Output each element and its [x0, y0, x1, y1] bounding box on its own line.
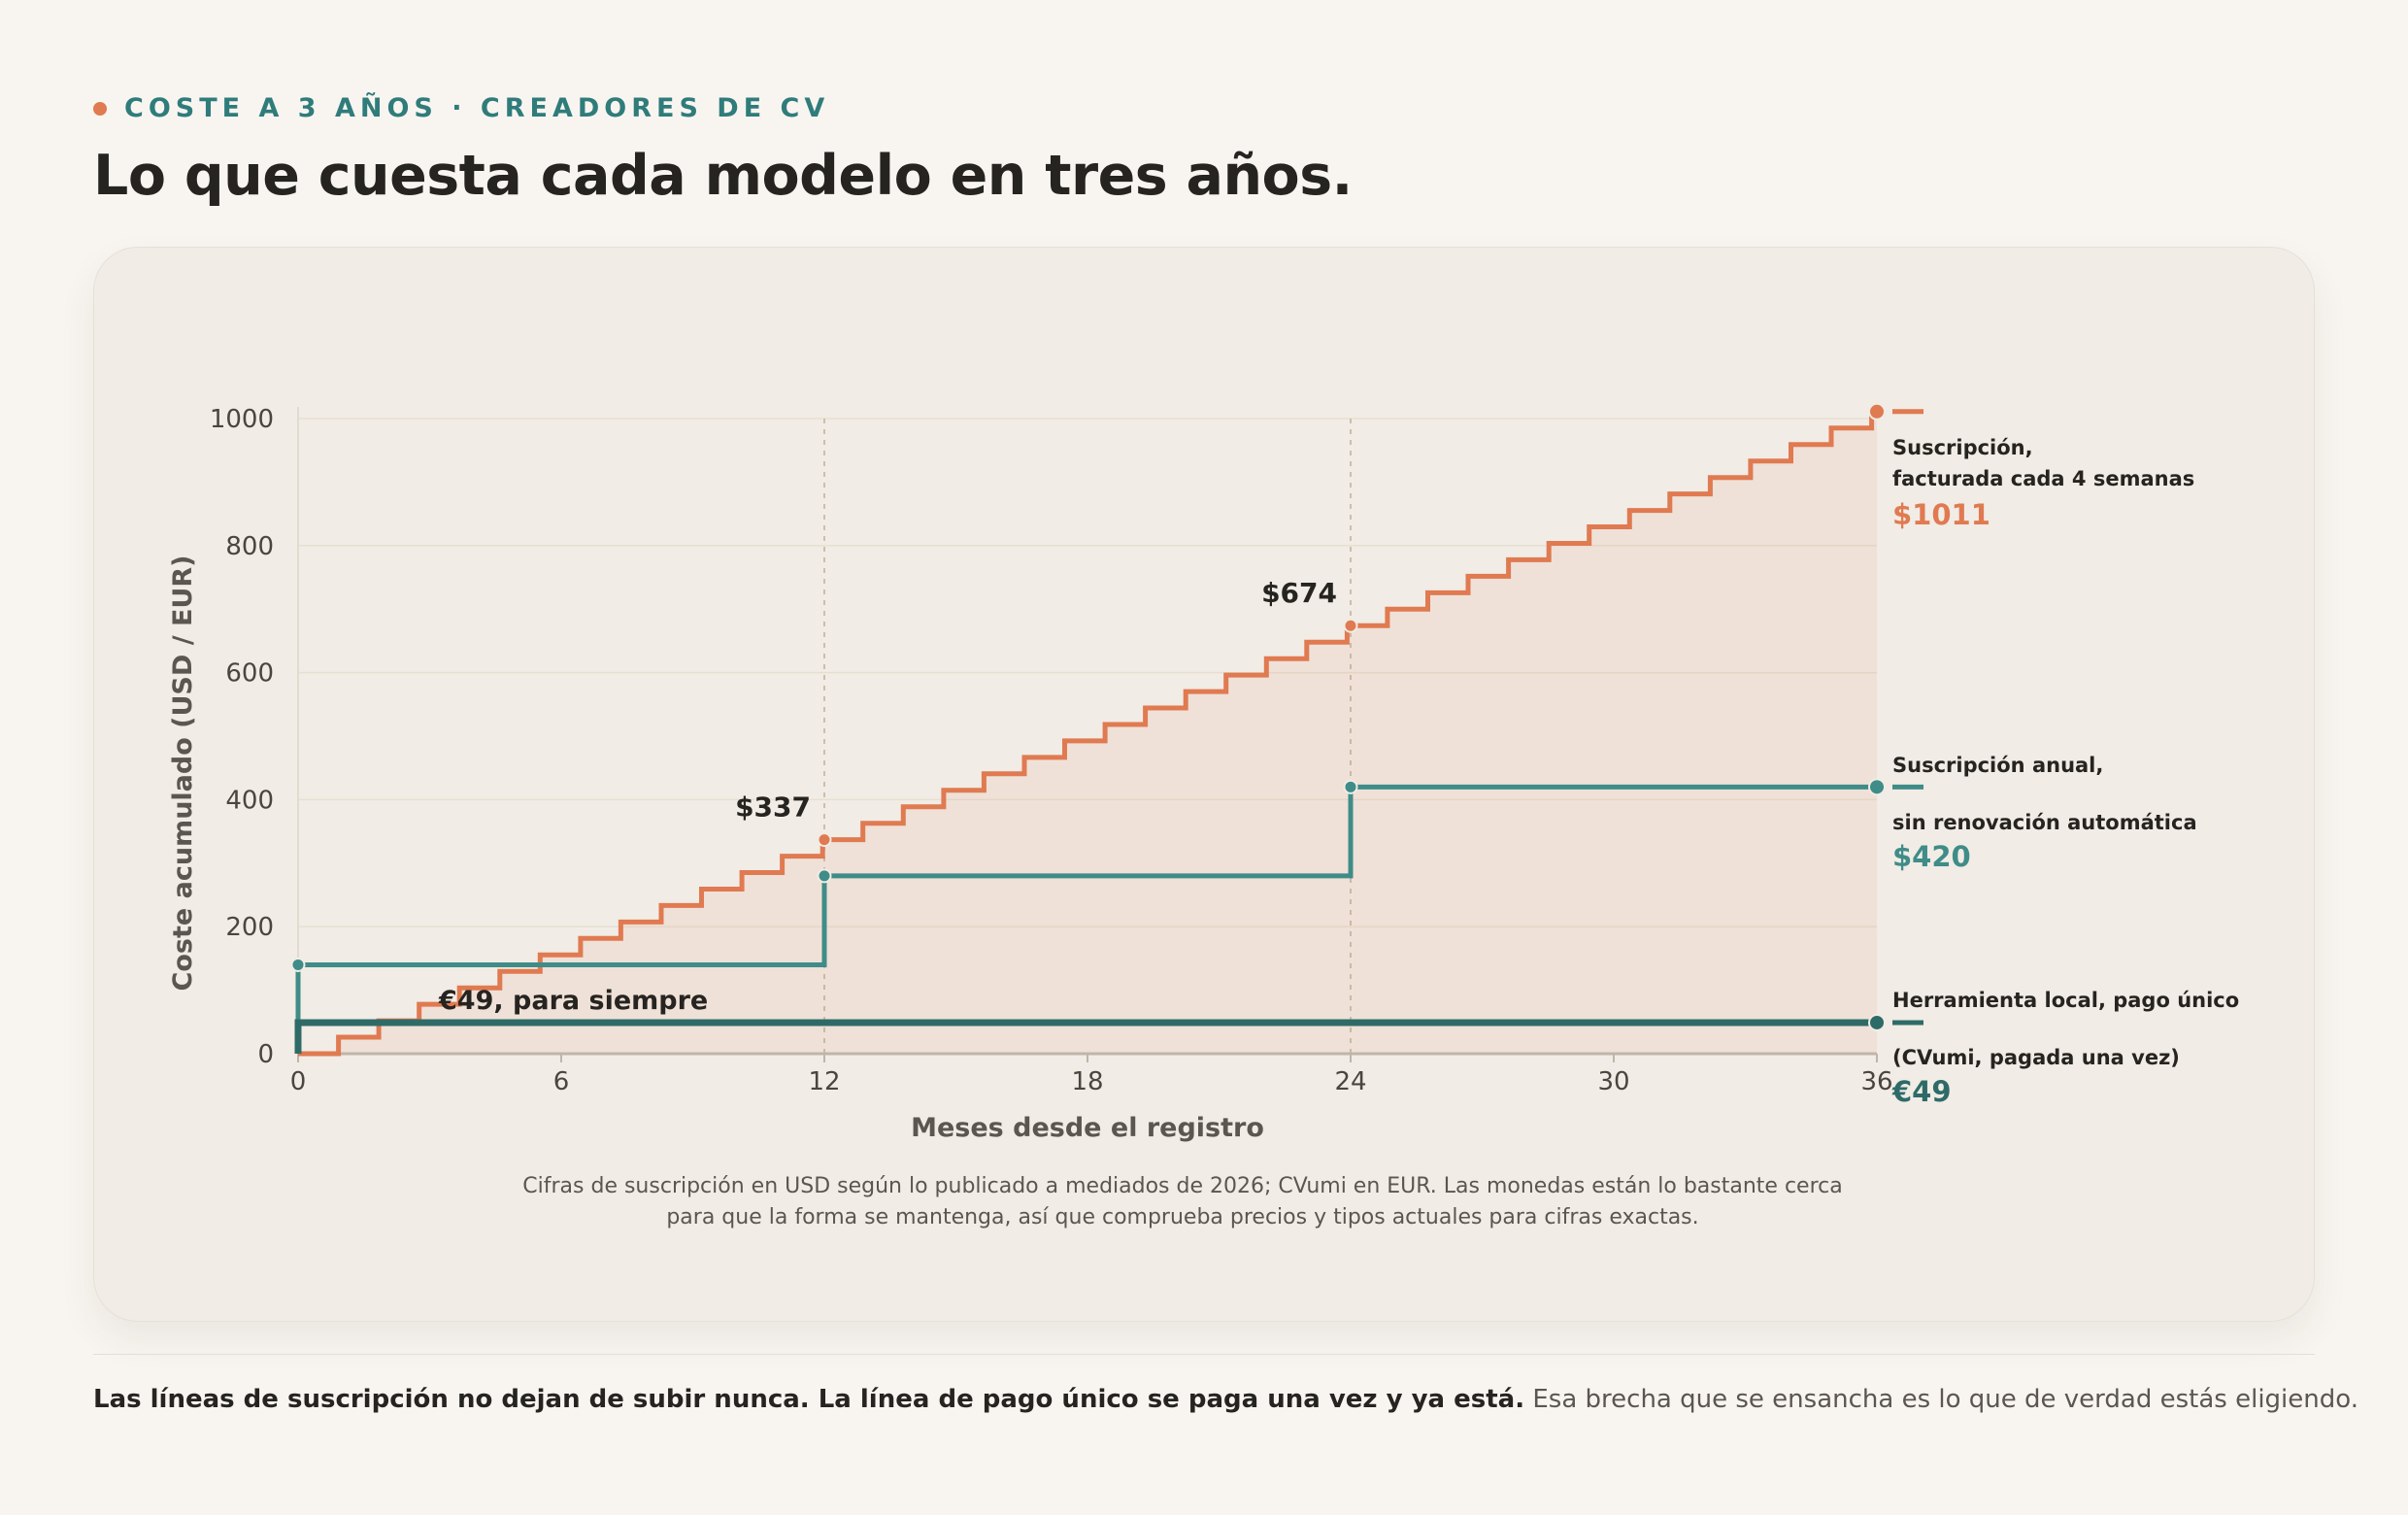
takeaway-rest: Esa brecha que se ensancha es lo que de … [1524, 1385, 2358, 1414]
subscription-end-point [1868, 402, 1886, 421]
x-tick-label: 6 [553, 1067, 570, 1096]
onetime-line [294, 1019, 1877, 1054]
x-tick-label: 24 [1334, 1067, 1366, 1096]
takeaway-bold: Las líneas de suscripción no dejan de su… [93, 1385, 1525, 1414]
takeaway: Las líneas de suscripción no dejan de su… [93, 1385, 2358, 1414]
footnote-line-2: para que la forma se mantenga, así que c… [666, 1205, 1699, 1229]
x-axis-title: Meses desde el registro [911, 1113, 1264, 1143]
footnote-line-1: Cifras de suscripción en USD según lo pu… [522, 1174, 1843, 1198]
annual-point [1343, 779, 1358, 794]
annual-end-value: $420 [1892, 840, 1971, 873]
onetime-inline-label: €49, para siempre [438, 986, 708, 1016]
y-axis-title: Coste acumulado (USD / EUR) [168, 556, 198, 992]
onetime-label-line-1: Herramienta local, pago único [1892, 989, 2239, 1012]
x-tick-label: 12 [808, 1067, 840, 1096]
annual-point [290, 957, 306, 972]
onetime-end-value: €49 [1891, 1075, 1952, 1108]
x-tick-label: 0 [290, 1067, 307, 1096]
y-tick-label: 600 [225, 659, 274, 689]
subscription-area [298, 411, 1877, 1054]
subscription-annotation-label: $337 [735, 791, 811, 824]
chart-card: 0 200 400 600 800 1000 0 6 12 18 24 30 36 Meses desde… [93, 247, 2315, 1322]
subscription-end-value: $1011 [1892, 498, 1990, 531]
onetime-label-line-2: (CVumi, pagada una vez) [1892, 1046, 2180, 1069]
subscription-label-line-2: facturada cada 4 semanas [1892, 467, 2194, 490]
subscription-line [298, 409, 1880, 1057]
chart-footnote: Cifras de suscripción en USD según lo pu… [94, 1171, 2271, 1233]
page-title: Lo que cuesta cada modelo en tres años. [93, 144, 1353, 208]
x-tick-label: 36 [1860, 1067, 1892, 1096]
onetime-end-point [1868, 1013, 1886, 1031]
subscription-annotation-point [1343, 618, 1358, 633]
cost-chart: 0 200 400 600 800 1000 0 6 12 18 24 30 36 Meses desde… [168, 402, 2239, 1143]
y-tick-label: 800 [225, 532, 274, 561]
annual-point [817, 868, 832, 884]
y-tick-label: 400 [225, 786, 274, 815]
subscription-annotation-point [817, 832, 832, 848]
x-tick-label: 18 [1071, 1067, 1103, 1096]
annual-label-line-2: sin renovación automática [1892, 811, 2197, 834]
y-tick-label: 0 [257, 1040, 274, 1069]
annual-label-line-1: Suscripción anual, [1892, 754, 2103, 777]
eyebrow: COSTE A 3 AÑOS · CREADORES DE CV [93, 93, 829, 123]
eyebrow-dot-icon [93, 101, 107, 116]
x-tick-label: 30 [1597, 1067, 1629, 1096]
annual-end-point [1868, 778, 1886, 796]
divider [93, 1354, 2315, 1355]
eyebrow-label: COSTE A 3 AÑOS · CREADORES DE CV [124, 93, 830, 123]
y-tick-label: 200 [225, 913, 274, 942]
subscription-annotation-label: $674 [1261, 577, 1337, 609]
subscription-label-line-1: Suscripción, [1892, 436, 2033, 459]
y-tick-label: 1000 [210, 405, 274, 434]
